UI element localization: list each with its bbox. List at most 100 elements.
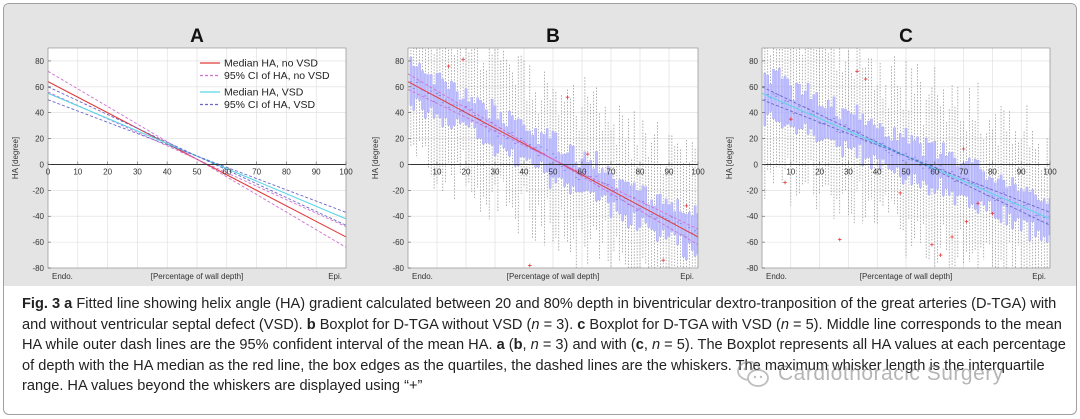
y-tick-label: 0 — [40, 160, 45, 169]
x-epi-label: Epi. — [1032, 272, 1046, 281]
y-tick-label: 20 — [749, 135, 758, 144]
y-tick-label: 40 — [395, 109, 404, 118]
x-tick-label: 20 — [815, 167, 824, 176]
chart-panel-c: -80 -60 -40 -20 0 20 40 60 80 10 20 30 40 50 60 70 80 90 1… — [725, 26, 1057, 281]
x-tick-label: 30 — [133, 167, 142, 176]
x-tick-label: 40 — [163, 167, 172, 176]
outlier-marker — [976, 201, 980, 206]
y-tick-label: -60 — [746, 238, 758, 247]
panel-title: C — [899, 26, 913, 47]
outlier-marker — [855, 69, 859, 74]
watermark: Cardiothoracic Surgery — [736, 356, 1066, 392]
legend-label: 95% CI of HA, VSD — [224, 99, 315, 111]
y-tick-label: 80 — [395, 57, 404, 66]
trend-line-ci — [408, 73, 698, 246]
y-tick-label: 0 — [754, 160, 759, 169]
wechat-logo-icon — [737, 361, 769, 387]
caption-part: a — [64, 296, 73, 312]
outlier-marker — [661, 258, 665, 263]
outlier-marker — [990, 211, 995, 216]
y-tick-label: 40 — [749, 109, 758, 118]
trend-line-median — [762, 92, 1050, 220]
chart-panel-b: -80 -60 -40 -20 0 20 40 60 80 10 20 30 40 50 60 70 80 90 1… — [371, 26, 705, 281]
outlier-marker — [586, 152, 590, 156]
outlier-marker — [898, 191, 903, 195]
x-endo-label: Endo. — [52, 272, 73, 281]
x-tick-label: 20 — [462, 167, 471, 176]
caption-part: Fitted line showing helix angle (HA) gra… — [22, 296, 1057, 333]
outlier-marker — [964, 219, 969, 224]
y-tick-label: -40 — [32, 212, 44, 221]
outlier-marker — [930, 242, 934, 247]
caption-part: = 5). The Boxplot represents all HA valu… — [22, 337, 1066, 395]
caption-part: c — [577, 316, 586, 333]
x-tick-label: 70 — [959, 167, 968, 176]
x-axis-label: [Percentage of wall depth] — [151, 272, 244, 281]
x-tick-label: 90 — [665, 167, 674, 176]
y-tick-label: 60 — [395, 83, 404, 92]
box-series — [409, 48, 698, 268]
caption-part: Boxplot for D-TGA with VSD ( — [585, 316, 781, 333]
x-tick-label: 80 — [282, 167, 291, 176]
axes-frame — [761, 47, 1051, 269]
x-tick-label: 10 — [433, 167, 442, 176]
y-tick-label: 80 — [35, 57, 44, 66]
y-tick-label: 60 — [35, 83, 44, 92]
x-tick-label: 20 — [103, 167, 112, 176]
caption-part: n — [531, 316, 540, 333]
x-endo-label: Endo. — [412, 272, 433, 281]
x-axis-label: [Percentage of wall depth] — [507, 272, 600, 281]
x-tick-label: 50 — [902, 167, 911, 176]
figure-label: Fig. 3 — [22, 296, 61, 312]
outlier-marker — [528, 263, 532, 268]
series-line — [48, 99, 346, 213]
x-tick-label: 30 — [844, 167, 853, 176]
panel-title: B — [546, 26, 560, 47]
outlier-marker — [565, 95, 570, 99]
caption-part: b — [513, 337, 523, 354]
caption-part: ( — [504, 337, 514, 354]
y-tick-label: -60 — [392, 238, 404, 247]
x-endo-label: Endo. — [766, 272, 787, 281]
y-tick-label: -60 — [32, 238, 44, 247]
y-tick-label: -80 — [392, 264, 404, 273]
series-line — [48, 70, 346, 248]
y-axis-label: HA [degree] — [371, 137, 380, 179]
y-tick-label: 40 — [35, 109, 44, 118]
axes-frame — [407, 47, 699, 269]
x-tick-label: 90 — [312, 167, 321, 176]
caption-part: n — [530, 337, 539, 354]
outlier-marker — [789, 117, 793, 121]
caption-part: n — [780, 316, 789, 333]
x-tick-label: 10 — [786, 167, 795, 176]
plot-content — [762, 48, 1050, 268]
caption-part: Boxplot for D-TGA without VSD ( — [315, 316, 532, 333]
series-line — [48, 91, 346, 227]
caption-body: a Fitted line showing helix angle (HA) g… — [22, 296, 1066, 394]
x-tick-label: 100 — [691, 167, 705, 176]
y-tick-label: 60 — [749, 83, 758, 92]
y-tick-label: -20 — [32, 186, 44, 195]
caption-part: = 3). — [539, 316, 578, 333]
x-tick-label: 70 — [252, 167, 261, 176]
y-axis-label: HA [degree] — [11, 137, 20, 179]
outlier-marker — [863, 77, 868, 81]
axes-frame — [47, 47, 347, 269]
outlier-marker — [684, 204, 689, 208]
trend-line-ci — [762, 99, 1050, 213]
x-tick-label: 40 — [873, 167, 882, 176]
x-tick-label: 40 — [520, 167, 529, 176]
figure: Median HA, no VSD 95% CI of HA, no VSD Med… — [3, 3, 1077, 415]
outlier-marker — [446, 64, 451, 68]
y-tick-label: -20 — [392, 186, 404, 195]
y-tick-label: -20 — [746, 186, 758, 195]
panel-title: A — [190, 26, 204, 47]
caption-part: = 3) and with ( — [538, 337, 636, 354]
x-tick-label: 10 — [73, 167, 82, 176]
caption-part: , — [522, 337, 531, 354]
trend-line-ci — [408, 89, 698, 230]
caption-part: n — [651, 337, 661, 354]
caption-part: = 5). Middle line corresponds to the mea… — [22, 316, 1062, 354]
